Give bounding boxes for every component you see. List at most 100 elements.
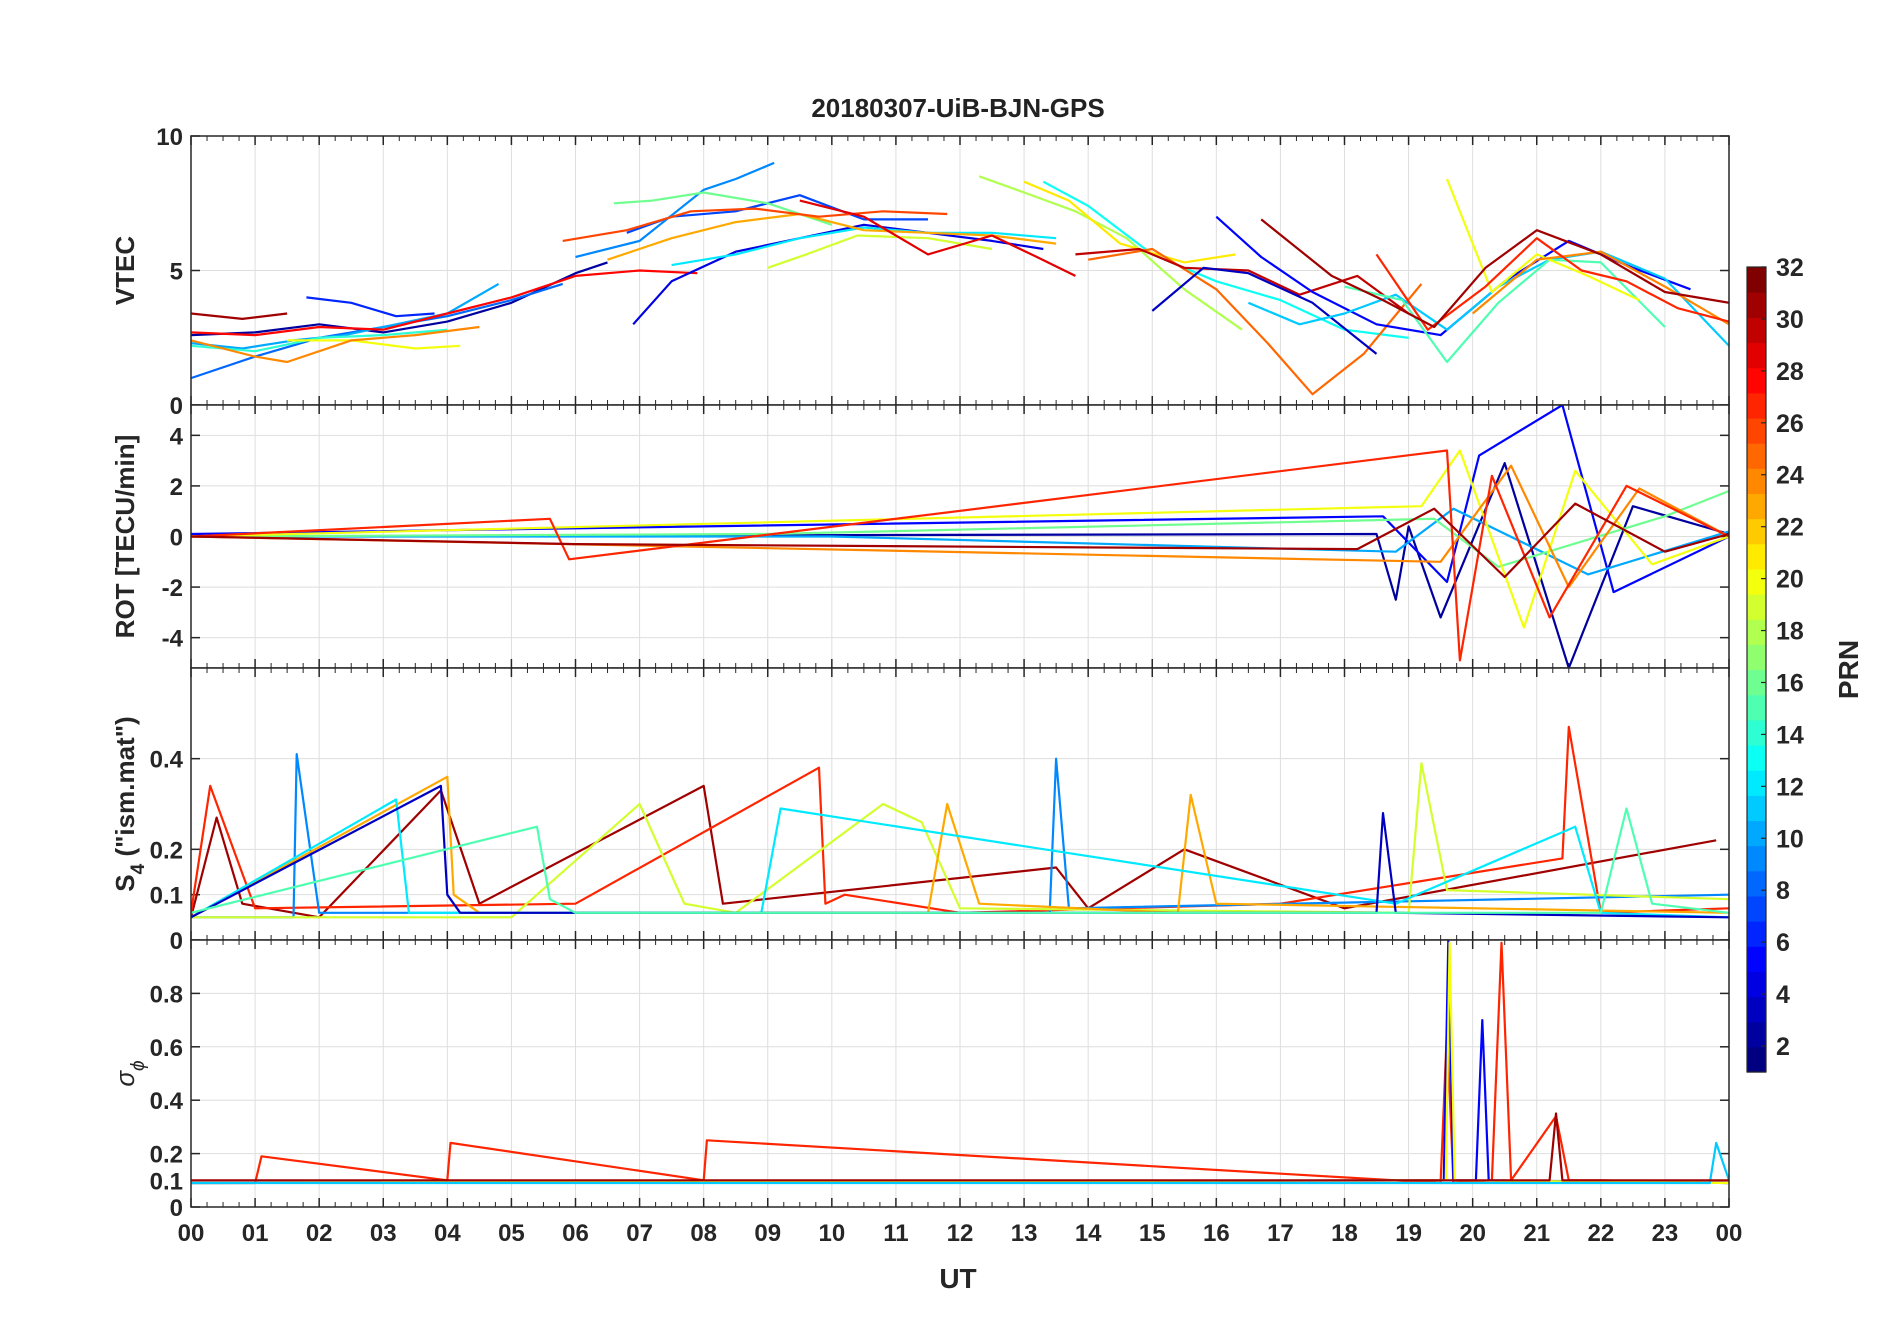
colorbar-tick-label: 30 (1776, 306, 1804, 334)
colorbar-segment (1747, 292, 1766, 318)
x-tick-label: 16 (1203, 1220, 1230, 1247)
x-tick-label: 22 (1587, 1220, 1614, 1247)
colorbar-segment (1747, 392, 1766, 419)
y-tick-label: 0.6 (150, 1035, 183, 1062)
colorbar-tick-label: 6 (1776, 929, 1790, 957)
series-line-prn-24 (191, 325, 480, 364)
y-tick-label: 0 (170, 393, 183, 420)
y-tick-label: 0 (170, 525, 183, 552)
colorbar-tick-label: 12 (1776, 773, 1804, 801)
series-line-prn-20 (1445, 178, 1640, 302)
colorbar-segment (1747, 820, 1766, 847)
series-line-prn-23 (191, 775, 1729, 919)
colorbar-segment (1747, 870, 1766, 897)
panel-sigma_phi-series-group (191, 940, 1729, 1185)
panel-vtec: 0 5 10 VTEC (110, 124, 1730, 420)
x-tick-label: 18 (1331, 1220, 1358, 1247)
x-tick-label: 08 (690, 1220, 717, 1247)
y-label-subscript: 4 (128, 863, 149, 874)
series-line-prn-3 (1151, 266, 1378, 355)
colorbar-segment (1747, 694, 1766, 721)
series-line-prn-24 (191, 464, 1729, 589)
colorbar-label: PRN (1833, 640, 1864, 699)
panel-sigma_phi: 00 01 02 03 04 05 06 07 08 09 10 11 12 13 14 15 16 17 18 19… (110, 939, 1743, 1247)
colorbar-segment (1747, 317, 1766, 344)
colorbar-tick-label: 8 (1776, 877, 1790, 905)
series-line-prn-12 (191, 798, 1729, 919)
y-tick-label: 0.2 (150, 837, 183, 864)
series-line-prn-19 (191, 762, 1729, 919)
series-line-prn-27 (191, 725, 1729, 914)
x-tick-label: 12 (947, 1220, 974, 1247)
y-tick-label: 0.2 (150, 1142, 183, 1169)
colorbar-segment (1747, 594, 1766, 620)
x-tick-label: 23 (1652, 1220, 1679, 1247)
y-tick-label: 0 (170, 1195, 183, 1222)
series-line-prn-12 (671, 226, 1057, 267)
panel-rot-series-group (191, 405, 1729, 668)
series-line-prn-30 (1075, 247, 1410, 315)
panel-vtec-y-label: VTEC (110, 236, 140, 306)
y-tick-label: -2 (162, 575, 183, 602)
colorbar-segment (1747, 568, 1766, 595)
x-tick-label: 00 (178, 1220, 205, 1247)
x-tick-label: 14 (1075, 1220, 1102, 1247)
y-label-main: S (110, 874, 140, 891)
y-tick-label: -4 (162, 626, 184, 653)
series-line-prn-10 (191, 507, 1729, 576)
colorbar-tick-label: 28 (1776, 358, 1804, 386)
series-line-prn-24 (1471, 250, 1729, 326)
colorbar-segment (1747, 417, 1766, 444)
colorbar-tick-label: 26 (1776, 410, 1804, 438)
series-line-prn-16 (613, 191, 833, 226)
panel-s4-series-group (191, 725, 1729, 919)
colorbar-segment (1747, 770, 1766, 796)
x-tick-label: 19 (1395, 1220, 1422, 1247)
series-line-prn-21 (1023, 180, 1236, 264)
y-tick-label: 10 (156, 124, 183, 151)
y-label-main: σ (110, 1070, 140, 1087)
series-line-prn-26 (562, 207, 948, 242)
panel-sigma_phi-y-label: σϕ (110, 1060, 149, 1086)
series-line-prn-31 (191, 502, 1729, 579)
series-line-prn-14 (191, 328, 448, 353)
x-tick-label: 13 (1011, 1220, 1038, 1247)
colorbar-segment (1747, 719, 1766, 746)
x-tick-label: 03 (370, 1220, 397, 1247)
y-tick-label: 0.1 (150, 883, 183, 910)
panel-s4: 00.10.20.4S4 ("ism.mat") (110, 667, 1730, 955)
colorbar-segment (1747, 267, 1766, 293)
x-tick-label: 04 (434, 1220, 461, 1247)
colorbar-segment (1747, 644, 1766, 671)
colorbar-segment (1747, 996, 1766, 1023)
series-line-prn-11 (1247, 250, 1729, 347)
colorbar-tick-label: 14 (1776, 721, 1804, 749)
x-tick-label: 00 (1716, 1220, 1743, 1247)
y-tick-label: 0.1 (150, 1168, 183, 1195)
x-tick-label: 17 (1267, 1220, 1294, 1247)
y-tick-label: 0.4 (150, 1088, 184, 1115)
series-line-prn-20 (191, 449, 1729, 629)
colorbar-tick-label: 2 (1776, 1033, 1790, 1061)
colorbar-segment (1747, 543, 1766, 570)
series-line-prn-6 (306, 296, 435, 318)
series-line-prn-20 (287, 339, 461, 350)
colorbar-segment (1747, 795, 1766, 822)
series-line-prn-27 (191, 449, 1729, 662)
panel-vtec-series-group (191, 161, 1729, 396)
x-tick-label: 05 (498, 1220, 525, 1247)
x-tick-label: 06 (562, 1220, 589, 1247)
colorbar-tick-label: 16 (1776, 669, 1804, 697)
x-tick-label: 11 (883, 1220, 908, 1247)
chart-title: 20180307-UiB-BJN-GPS (811, 93, 1104, 123)
y-label-rest: ("ism.mat") (110, 716, 140, 863)
series-line-prn-23 (607, 212, 1057, 261)
series-line-prn-9 (575, 161, 775, 259)
y-tick-label: 0.4 (150, 747, 184, 774)
colorbar-segment (1747, 921, 1766, 947)
series-line-prn-25 (1088, 247, 1423, 396)
colorbar-tick-label: 18 (1776, 618, 1804, 646)
colorbar-segment (1747, 845, 1766, 872)
colorbar-segment (1747, 744, 1766, 771)
